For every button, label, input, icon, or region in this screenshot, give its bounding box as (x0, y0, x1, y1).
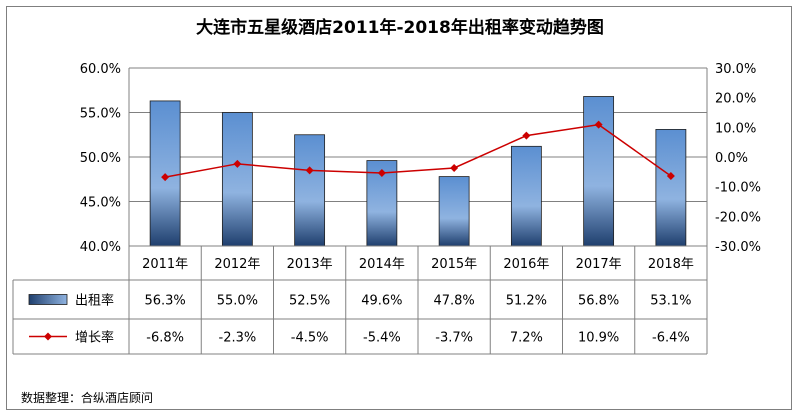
category-label: 2015年 (431, 257, 477, 272)
category-label: 2011年 (142, 257, 188, 272)
bar-value-label: 55.0% (217, 294, 258, 309)
bar-value-label: 49.6% (361, 294, 402, 309)
category-label: 2017年 (576, 257, 622, 272)
legend-bar-name: 出租率 (75, 293, 114, 309)
bar-value-label: 53.1% (650, 294, 691, 309)
bar-2017年 (583, 96, 615, 247)
point-2013年 (305, 166, 314, 175)
point-2012年 (233, 159, 242, 168)
bar-2018年 (655, 129, 687, 247)
left-tick-label: 55.0% (80, 107, 121, 122)
bar-2016年 (510, 145, 542, 247)
bar-2015年 (438, 176, 470, 247)
point-2014年 (377, 169, 386, 178)
point-2017年 (594, 120, 603, 129)
bar-value-label: 51.2% (506, 294, 547, 309)
right-tick-label: 0.0% (715, 151, 748, 166)
category-label: 2014年 (359, 257, 405, 272)
legend-line-marker (44, 332, 52, 341)
chart: 大连市五星级酒店2011年-2018年出租率变动趋势图 40.0% 45.0% 50… (12, 17, 761, 405)
chart-title: 大连市五星级酒店2011年-2018年出租率变动趋势图 (196, 17, 604, 38)
legend-line-name: 增长率 (75, 330, 114, 346)
growth-value-label: 10.9% (578, 331, 619, 346)
growth-value-label: -4.5% (291, 331, 329, 346)
bar-value-label: 56.8% (578, 294, 619, 309)
left-tick-label: 40.0% (80, 240, 121, 255)
growth-line (164, 123, 672, 178)
category-label: 2012年 (214, 257, 260, 272)
source-note: 数据整理：合纵酒店顾问 (21, 390, 153, 405)
bar-value-label: 56.3% (144, 294, 185, 309)
left-axis: 40.0% 45.0% 50.0% 55.0% 60.0% (80, 62, 121, 255)
right-tick-label: 30.0% (715, 62, 756, 77)
point-2016年 (522, 131, 531, 140)
legend-bar-swatch (28, 294, 68, 305)
left-tick-label: 60.0% (80, 62, 121, 77)
point-2018年 (666, 171, 675, 180)
gridlines (128, 67, 708, 247)
growth-value-label: -5.4% (363, 331, 401, 346)
right-tick-label: -30.0% (715, 240, 761, 255)
left-tick-label: 45.0% (80, 196, 121, 211)
growth-value-label: -6.4% (652, 331, 690, 346)
right-tick-label: -10.0% (715, 181, 761, 196)
category-label: 2018年 (648, 257, 694, 272)
growth-value-label: -2.3% (219, 331, 257, 346)
bar-series (149, 96, 687, 247)
bar-2012年 (221, 112, 253, 247)
growth-value-label: 7.2% (510, 331, 543, 346)
right-tick-label: 10.0% (715, 121, 756, 136)
point-2015年 (450, 163, 459, 172)
bar-value-label: 47.8% (433, 294, 474, 309)
line-series (161, 120, 675, 182)
left-tick-label: 50.0% (80, 151, 121, 166)
right-tick-label: 20.0% (715, 92, 756, 107)
point-2011年 (161, 173, 170, 182)
data-table: 2011年 2012年 2013年 2014年 2015年 2016年 2017年 2018年… (12, 245, 708, 355)
category-label: 2013年 (287, 257, 333, 272)
bar-value-label: 52.5% (289, 294, 330, 309)
bar-2013年 (294, 134, 326, 247)
growth-value-label: -3.7% (435, 331, 473, 346)
right-axis: -30.0% -20.0% -10.0% 0.0% 10.0% 20.0% 30.0% (715, 62, 761, 255)
category-label: 2016年 (503, 257, 549, 272)
right-tick-label: -20.0% (715, 210, 761, 225)
growth-value-label: -6.8% (146, 331, 184, 346)
chart-frame: 大连市五星级酒店2011年-2018年出租率变动趋势图 40.0% 45.0% 50… (6, 6, 792, 410)
